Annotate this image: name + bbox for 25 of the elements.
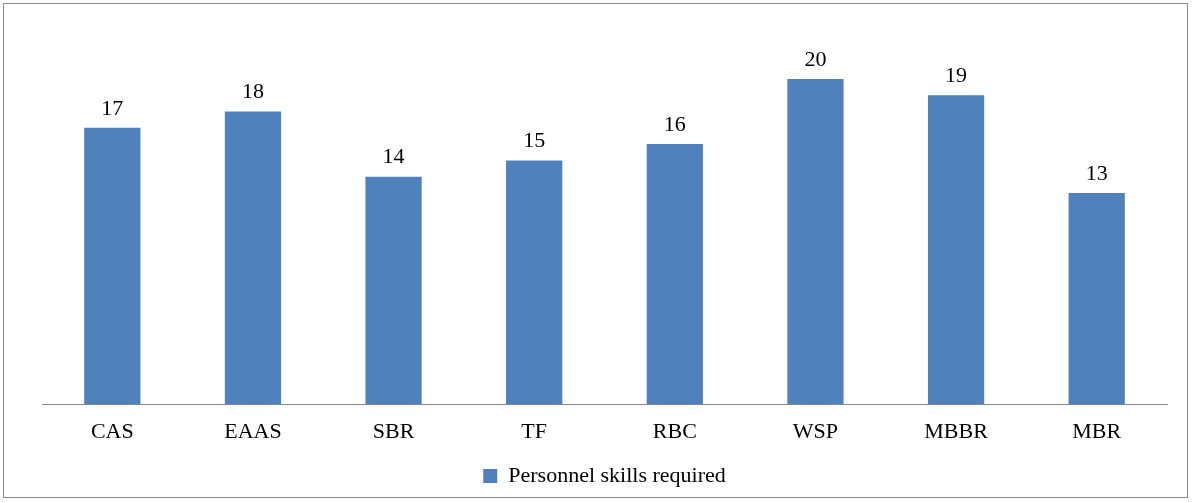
data-label: 13 — [1085, 159, 1108, 185]
x-tick-label: EAAS — [224, 417, 282, 443]
data-label: 16 — [663, 110, 686, 136]
data-label: 20 — [804, 45, 827, 71]
x-tick-label: TF — [521, 417, 548, 443]
bar — [787, 79, 844, 405]
data-label: 15 — [523, 127, 546, 153]
data-label: 19 — [945, 62, 968, 88]
bar — [365, 176, 422, 405]
x-tick-label: CAS — [90, 417, 134, 443]
data-label: 14 — [382, 143, 405, 169]
bar — [1068, 192, 1125, 405]
bar — [224, 111, 282, 405]
x-tick-label: RBC — [652, 417, 697, 443]
bar — [84, 127, 141, 405]
x-tick-label: MBBR — [924, 417, 989, 443]
x-tick-label: MBR — [1072, 417, 1122, 443]
legend-label: Personnel skills required — [508, 461, 726, 487]
data-label: 17 — [101, 94, 124, 120]
bar — [646, 144, 703, 405]
data-label: 18 — [241, 78, 264, 104]
x-tick-label: SBR — [372, 417, 415, 443]
bar — [506, 160, 563, 405]
x-tick-label: WSP — [792, 417, 839, 443]
bar — [927, 95, 985, 405]
